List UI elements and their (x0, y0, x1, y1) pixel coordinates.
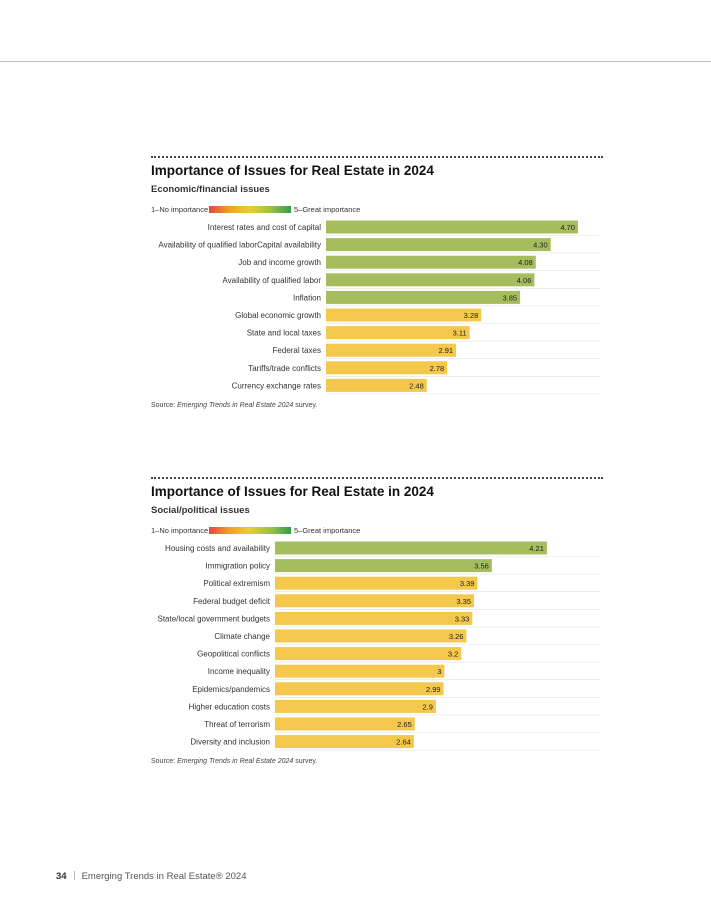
value-label: 3.56 (474, 562, 489, 571)
category-label: Job and income growth (238, 258, 321, 267)
bar (275, 594, 475, 608)
category-label: Housing costs and availability (165, 544, 270, 553)
source-publication: Emerging Trends in Real Estate 2024 (177, 758, 294, 765)
bar (275, 682, 444, 696)
value-label: 4.30 (533, 241, 548, 250)
chart-1-legend: 1–No importance 5–Great importance (151, 204, 603, 216)
legend-gradient (209, 527, 291, 534)
chart-1-subtitle: Economic/financial issues (151, 184, 270, 195)
bar (275, 611, 473, 625)
value-label: 4.21 (529, 544, 544, 553)
legend-gradient (209, 206, 291, 213)
bar (275, 576, 478, 590)
category-label: Inflation (293, 293, 321, 302)
value-label: 2.9 (422, 702, 432, 711)
legend-high-label: 5–Great importance (294, 526, 361, 535)
value-label: 3.28 (464, 311, 479, 320)
category-label: Federal budget deficit (193, 597, 271, 606)
bar (326, 326, 470, 340)
category-label: Epidemics/pandemics (192, 685, 270, 694)
value-label: 2.48 (409, 381, 424, 390)
value-label: 3.26 (449, 632, 464, 641)
category-label: State/local government budgets (157, 614, 270, 623)
category-label: Diversity and inclusion (190, 738, 270, 747)
source-suffix: survey. (293, 402, 318, 409)
bar (326, 361, 448, 375)
chart-1-title: Importance of Issues for Real Estate in … (151, 163, 434, 178)
bar (326, 255, 536, 269)
bar (326, 308, 482, 322)
value-label: 3.33 (455, 614, 470, 623)
category-label: Currency exchange rates (232, 381, 321, 390)
bar (275, 699, 436, 713)
bar (275, 541, 547, 555)
source-suffix: survey. (293, 758, 318, 765)
category-label: Availability of qualified laborCapital a… (158, 241, 321, 250)
chart-1-plot: Interest rates and cost of capital 4.70 Av… (158, 220, 600, 395)
value-label: 3 (437, 667, 441, 676)
value-label: 2.78 (430, 364, 445, 373)
category-label: Geopolitical conflicts (197, 650, 270, 659)
chart-2-plot: Housing costs and availability 4.21 Immigr… (157, 541, 600, 751)
value-label: 4.70 (560, 223, 575, 232)
category-label: Interest rates and cost of capital (208, 223, 322, 232)
value-label: 2.65 (397, 720, 412, 729)
chart-1-source: Source: Emerging Trends in Real Estate 2… (151, 402, 317, 409)
category-label: Climate change (214, 632, 270, 641)
dotted-rule (151, 156, 603, 158)
legend-low-label: 1–No importance (151, 526, 209, 535)
value-label: 2.99 (426, 685, 441, 694)
footer-divider (73, 871, 75, 880)
source-prefix: Source: (151, 758, 178, 765)
value-label: 3.39 (460, 579, 475, 588)
bar (275, 647, 462, 661)
page-number: 34 (56, 871, 67, 882)
value-label: 4.06 (517, 276, 532, 285)
bar (326, 290, 521, 304)
bar (326, 378, 427, 392)
value-label: 3.85 (502, 293, 517, 302)
chart-1-header: Importance of Issues for Real Estate in … (151, 156, 603, 216)
bar (326, 273, 535, 287)
value-label: 2.64 (396, 738, 411, 747)
bar (326, 238, 551, 252)
source-prefix: Source: (151, 402, 178, 409)
chart-2-legend: 1–No importance 5–Great importance (151, 525, 603, 537)
bar (275, 629, 467, 643)
chart-2-title: Importance of Issues for Real Estate in … (151, 484, 434, 499)
category-label: Global economic growth (235, 311, 321, 320)
bar (275, 735, 414, 749)
page-footer: 34 Emerging Trends in Real Estate® 2024 (56, 871, 246, 882)
publication-title: Emerging Trends in Real Estate® 2024 (81, 871, 247, 882)
chart-2-subtitle: Social/political issues (151, 505, 250, 516)
bar (275, 717, 415, 731)
category-label: State and local taxes (247, 329, 321, 338)
legend-low-label: 1–No importance (151, 205, 209, 214)
legend-high-label: 5–Great importance (294, 205, 361, 214)
category-label: Higher education costs (189, 702, 270, 711)
category-label: Income inequality (208, 667, 270, 676)
category-label: Threat of terrorism (204, 720, 270, 729)
category-label: Tariffs/trade conflicts (248, 364, 321, 373)
category-label: Political extremism (203, 579, 270, 588)
dotted-rule (151, 477, 603, 479)
category-label: Federal taxes (273, 346, 321, 355)
chart-2-header: Importance of Issues for Real Estate in … (151, 477, 603, 537)
value-label: 3.35 (456, 597, 471, 606)
category-label: Availability of qualified labor (222, 276, 321, 285)
value-label: 3.11 (453, 329, 467, 338)
chart-2-source: Source: Emerging Trends in Real Estate 2… (151, 758, 317, 765)
category-label: Immigration policy (206, 562, 270, 571)
bar (326, 343, 457, 357)
bar (275, 559, 492, 573)
top-rule (0, 61, 711, 62)
value-label: 3.2 (448, 650, 458, 659)
source-publication: Emerging Trends in Real Estate 2024 (177, 402, 294, 409)
value-label: 4.08 (518, 258, 533, 267)
bar (326, 220, 578, 234)
value-label: 2.91 (438, 346, 453, 355)
bar (275, 664, 445, 678)
